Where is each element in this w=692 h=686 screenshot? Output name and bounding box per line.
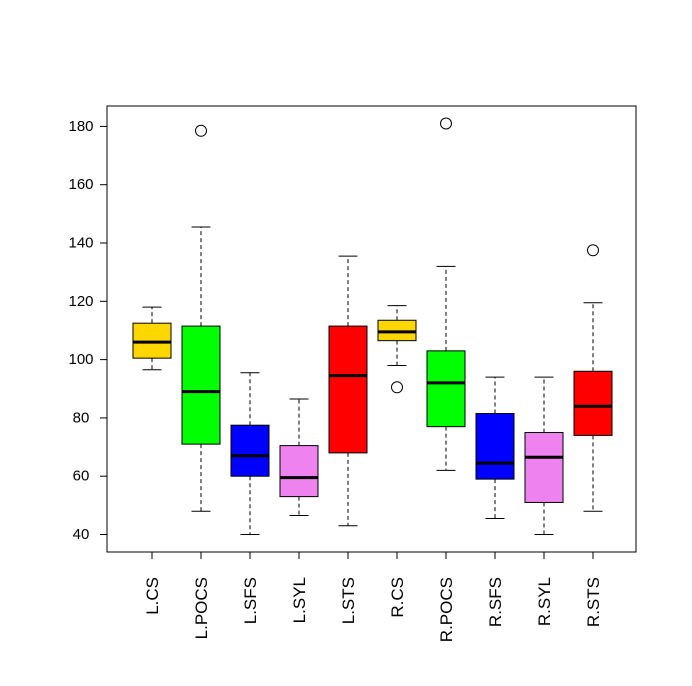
iqr-box: [181, 325, 221, 445]
box-L.SFS: [230, 372, 270, 536]
box-L.POCS: [181, 124, 221, 512]
box-L.SYL: [279, 398, 319, 517]
iqr-box: [524, 431, 564, 503]
box-R.POCS: [426, 117, 466, 471]
box-R.SYL: [524, 376, 564, 536]
outlier-point: [195, 124, 207, 137]
iqr-box: [475, 413, 515, 480]
y-tick-label: 140: [68, 235, 93, 252]
y-axis: 40 60 80 100 120 140 160 180: [68, 118, 108, 543]
iqr-box: [426, 350, 466, 428]
x-tick-label: L.SFS: [241, 577, 260, 624]
box-L.CS: [132, 306, 172, 371]
y-tick-label: 120: [68, 293, 93, 310]
box-R.STS: [573, 244, 613, 512]
x-tick-label: L.CS: [143, 577, 162, 615]
x-tick-label: R.CS: [388, 577, 407, 618]
y-tick-label: 160: [68, 176, 93, 193]
x-tick-label: L.STS: [339, 577, 358, 624]
y-tick-label: 180: [68, 118, 93, 135]
y-tick-label: 100: [68, 351, 93, 368]
x-tick-label: R.POCS: [437, 577, 456, 642]
x-tick-label: R.SFS: [486, 577, 505, 627]
x-tick-label: L.POCS: [192, 577, 211, 639]
iqr-box: [328, 325, 368, 454]
box-R.CS: [377, 305, 417, 394]
x-tick-label: R.SYL: [535, 577, 554, 626]
y-tick-label: 80: [73, 409, 90, 426]
iqr-box: [279, 445, 319, 498]
boxes-group: [132, 117, 613, 536]
box-L.STS: [328, 255, 368, 527]
y-tick-label: 40: [73, 526, 90, 543]
iqr-box: [230, 424, 270, 477]
y-tick-label: 60: [73, 468, 90, 485]
outlier-point: [587, 244, 599, 257]
outlier-point: [391, 381, 403, 394]
x-tick-label: R.STS: [584, 577, 603, 627]
x-tick-label: L.SYL: [290, 577, 309, 623]
iqr-box: [573, 370, 613, 436]
outlier-point: [440, 117, 452, 130]
x-axis: L.CS L.POCS L.SFS L.SYL L.STS R.CS R.POCS R.SFS…: [143, 551, 603, 642]
box-R.SFS: [475, 376, 515, 519]
